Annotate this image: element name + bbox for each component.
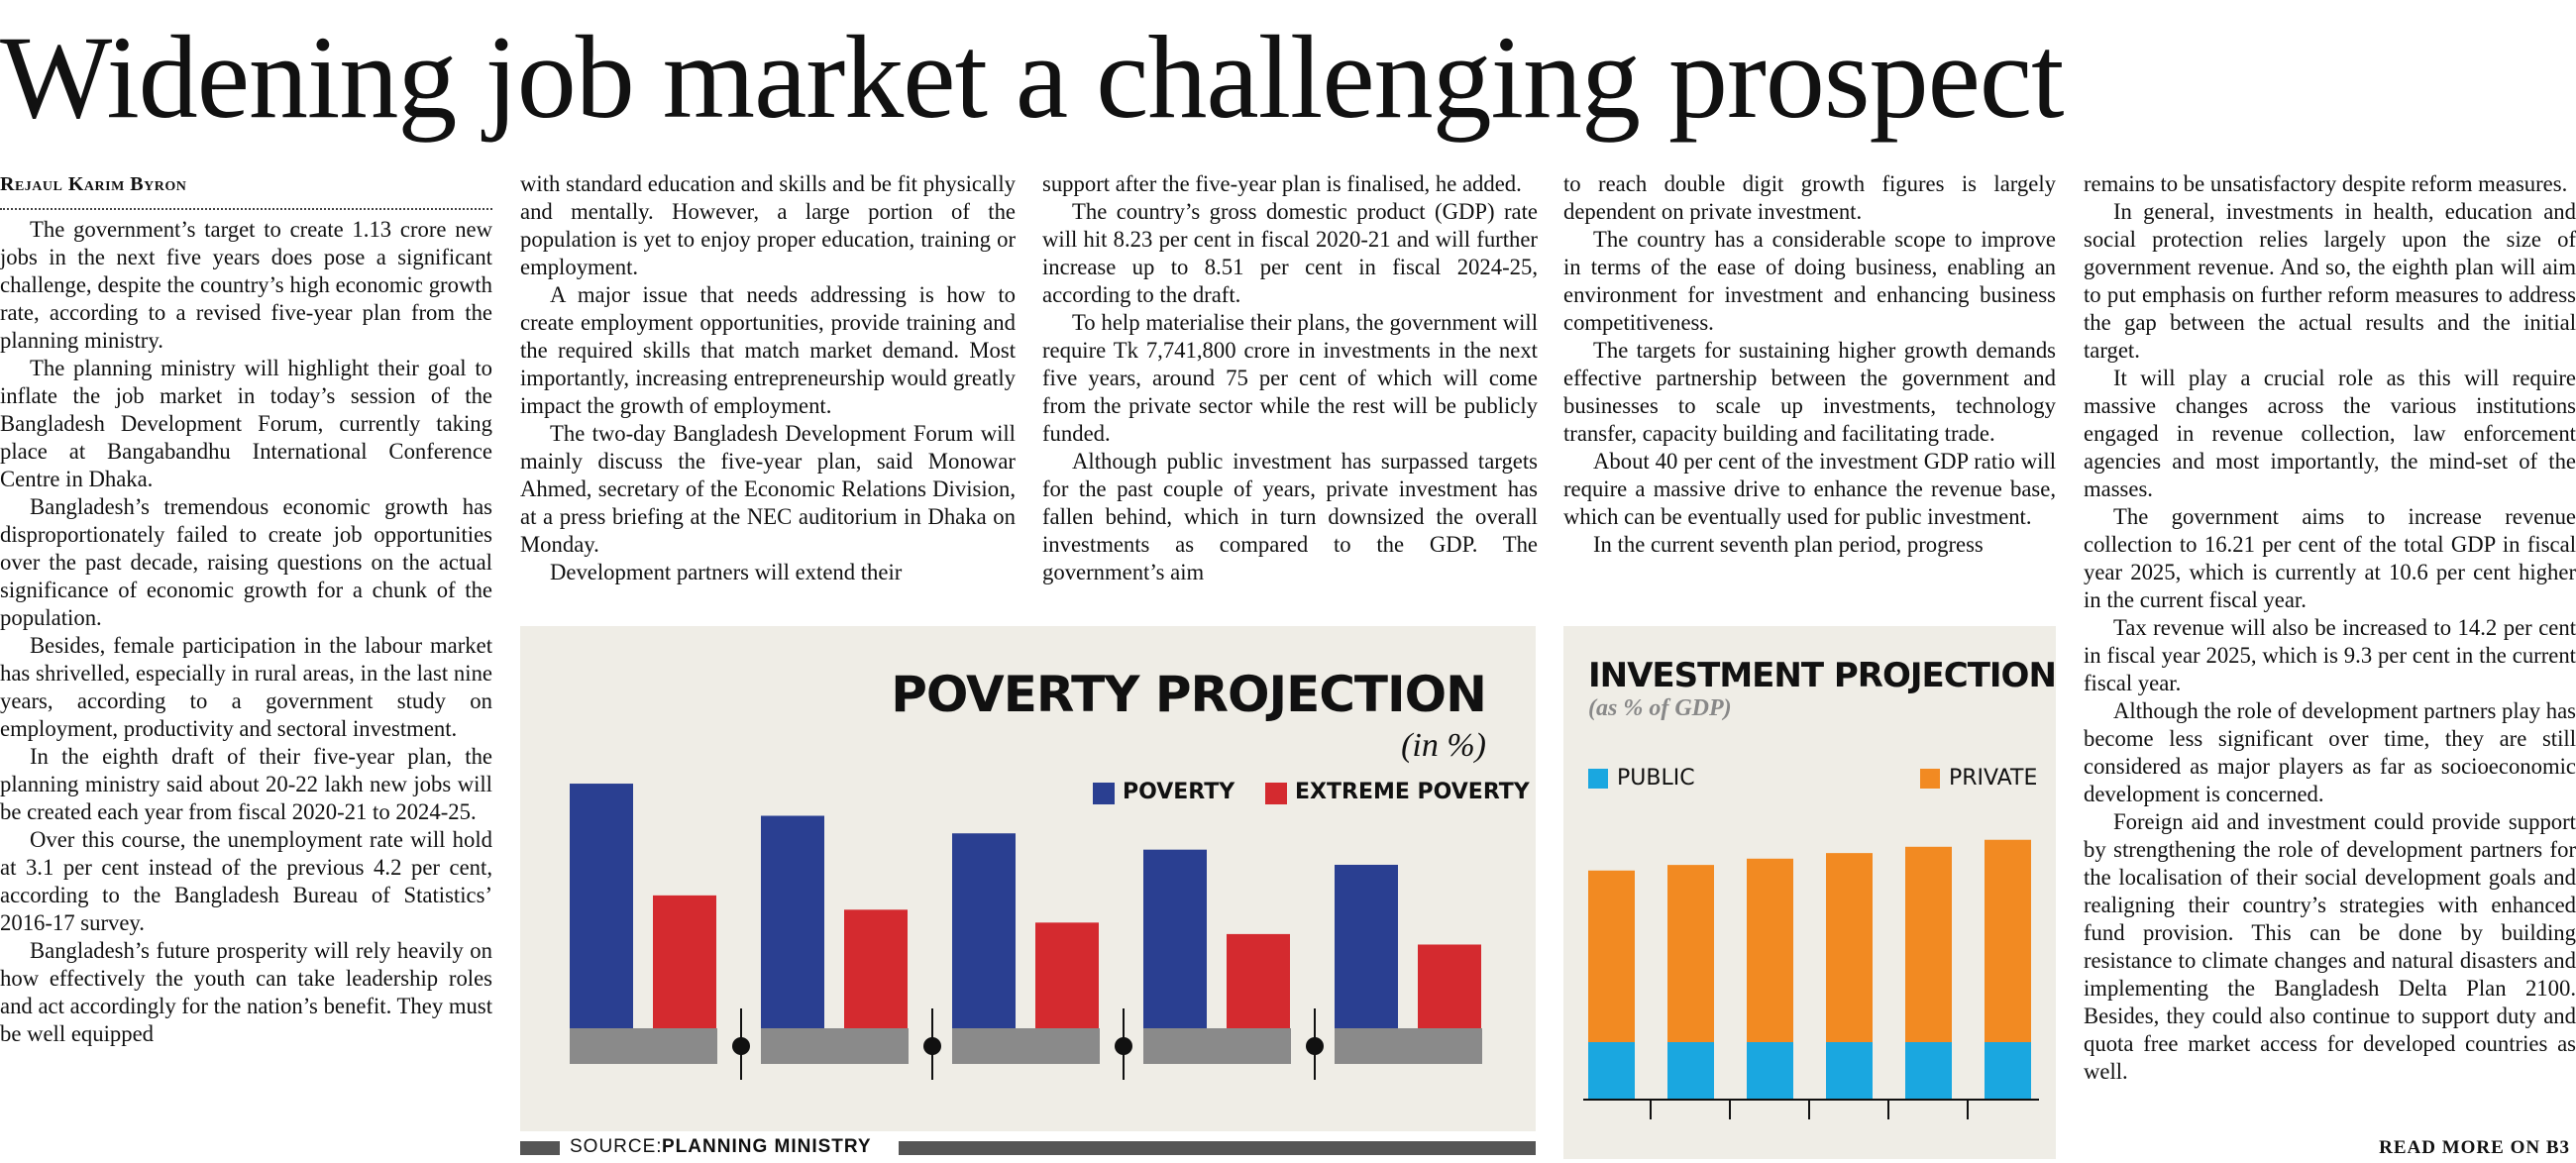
bar-public xyxy=(1588,1042,1635,1100)
article-paragraph: Bangladesh’s future prosperity will rely… xyxy=(0,938,492,1046)
separator-dot xyxy=(1306,1037,1324,1055)
article-column-4: to reach double digit growth figures is … xyxy=(1563,170,2056,616)
investment-projection-graphic: INVESTMENT PROJECTION (as % of GDP) PUBL… xyxy=(1563,626,2057,1159)
bar-poverty xyxy=(570,784,633,1028)
article-paragraph: The government aims to increase revenue … xyxy=(2084,504,2576,612)
article-paragraph: The country has a considerable scope to … xyxy=(1563,227,2056,335)
article-paragraph: Although public investment has surpassed… xyxy=(1042,449,1538,584)
source-label: SOURCE: xyxy=(570,1136,663,1157)
article-paragraph: To help materialise their plans, the gov… xyxy=(1042,310,1538,446)
article-paragraph: The government’s target to create 1.13 c… xyxy=(0,217,492,353)
legend-public-swatch xyxy=(1588,769,1608,789)
read-more-line: READ MORE ON B3 xyxy=(2379,1137,2570,1158)
bar-poverty xyxy=(1335,864,1398,1028)
bar-private xyxy=(1826,853,1873,1042)
article-paragraph: Over this course, the unemployment rate … xyxy=(0,827,492,935)
poverty-chart-subtitle: (in %) xyxy=(1401,727,1486,764)
bar-public xyxy=(1826,1042,1873,1100)
article-paragraph: support after the five-year plan is fina… xyxy=(1042,171,1522,196)
bar-extreme-poverty xyxy=(1227,933,1290,1028)
legend-poverty-swatch xyxy=(1093,783,1115,804)
separator-dot xyxy=(923,1037,941,1055)
bar-extreme-poverty xyxy=(844,909,908,1028)
article-paragraph: About 40 per cent of the investment GDP … xyxy=(1563,449,2056,529)
article-paragraph: The planning ministry will highlight the… xyxy=(0,356,492,491)
article-paragraph: remains to be unsatisfactory despite ref… xyxy=(2084,171,2568,196)
article-paragraph: Although the role of development partner… xyxy=(2084,698,2576,806)
article-paragraph: In the eighth draft of their five-year p… xyxy=(0,744,492,824)
article-paragraph: with standard education and skills and b… xyxy=(520,171,1016,279)
separator-dot xyxy=(1115,1037,1132,1055)
bar-private xyxy=(1905,846,1952,1042)
bar-extreme-poverty xyxy=(653,895,716,1028)
poverty-chart-title: POVERTY PROJECTION xyxy=(891,666,1487,723)
bar-extreme-poverty xyxy=(1418,944,1481,1028)
byline-divider xyxy=(0,200,492,210)
article-paragraph: Bangladesh’s tremendous economic growth … xyxy=(0,494,492,630)
bar-poverty xyxy=(761,815,824,1028)
article-paragraph: to reach double digit growth figures is … xyxy=(1563,171,2056,224)
bar-private xyxy=(1667,865,1714,1042)
article-paragraph: The country’s gross domestic product (GD… xyxy=(1042,199,1538,307)
source-bar-left xyxy=(520,1141,560,1155)
investment-chart-title: INVESTMENT PROJECTION xyxy=(1588,656,2057,695)
article-column-3: support after the five-year plan is fina… xyxy=(1042,170,1538,616)
category-band xyxy=(761,1028,909,1064)
bar-public xyxy=(1747,1042,1793,1100)
bar-extreme-poverty xyxy=(1035,922,1099,1028)
poverty-bar-chart xyxy=(570,784,1482,1080)
headline: Widening job market a challenging prospe… xyxy=(0,11,2065,143)
article-paragraph: In the current seventh plan period, prog… xyxy=(1593,532,1984,557)
article-paragraph: Besides, female participation in the lab… xyxy=(0,633,492,741)
legend-private-swatch xyxy=(1920,769,1940,789)
category-band xyxy=(952,1028,1100,1064)
article-paragraph: Development partners will extend their xyxy=(550,560,903,584)
source-value: PLANNING MINISTRY xyxy=(662,1136,872,1157)
category-band xyxy=(570,1028,717,1064)
article-paragraph: Foreign aid and investment could provide… xyxy=(2084,809,2576,1084)
legend-private-label: PRIVATE xyxy=(1949,766,2038,791)
legend-poverty-label: POVERTY xyxy=(1123,780,1235,804)
legend-extreme-poverty-swatch xyxy=(1265,783,1287,804)
bar-public xyxy=(1667,1042,1714,1100)
category-band xyxy=(1335,1028,1482,1064)
article-paragraph: It will play a crucial role as this will… xyxy=(2084,366,2576,501)
legend-public-label: PUBLIC xyxy=(1617,766,1695,791)
article-paragraph: In general, investments in health, educa… xyxy=(2084,199,2576,363)
investment-bar-chart xyxy=(1583,839,2039,1119)
byline: Rejaul Karim Byron xyxy=(0,173,187,195)
article-paragraph: A major issue that needs addressing is h… xyxy=(520,282,1016,418)
bar-public xyxy=(1985,1042,2031,1100)
article-column-1: Rejaul Karim Byron The government’s targ… xyxy=(0,170,492,1159)
article-column-5: remains to be unsatisfactory despite ref… xyxy=(2084,170,2576,1131)
poverty-projection-graphic: POVERTY PROJECTION (in %) POVERTY EXTREM… xyxy=(520,626,1536,1131)
bar-poverty xyxy=(952,833,1016,1028)
article-column-2: with standard education and skills and b… xyxy=(520,170,1016,616)
source-line: SOURCE: PLANNING MINISTRY xyxy=(520,1136,1536,1159)
bar-poverty xyxy=(1143,849,1207,1028)
article-paragraph: The targets for sustaining higher growth… xyxy=(1563,338,2056,446)
source-bar-right xyxy=(899,1141,1536,1155)
article-paragraph: The two-day Bangladesh Development Forum… xyxy=(520,421,1016,557)
bar-private xyxy=(1588,870,1635,1042)
bar-private xyxy=(1747,858,1793,1042)
separator-dot xyxy=(732,1037,750,1055)
category-band xyxy=(1143,1028,1291,1064)
bar-public xyxy=(1905,1042,1952,1100)
bar-private xyxy=(1985,839,2031,1042)
investment-chart-subtitle: (as % of GDP) xyxy=(1588,695,1732,721)
legend-extreme-poverty-label: EXTREME POVERTY xyxy=(1295,780,1530,804)
article-paragraph: Tax revenue will also be increased to 14… xyxy=(2084,615,2576,695)
